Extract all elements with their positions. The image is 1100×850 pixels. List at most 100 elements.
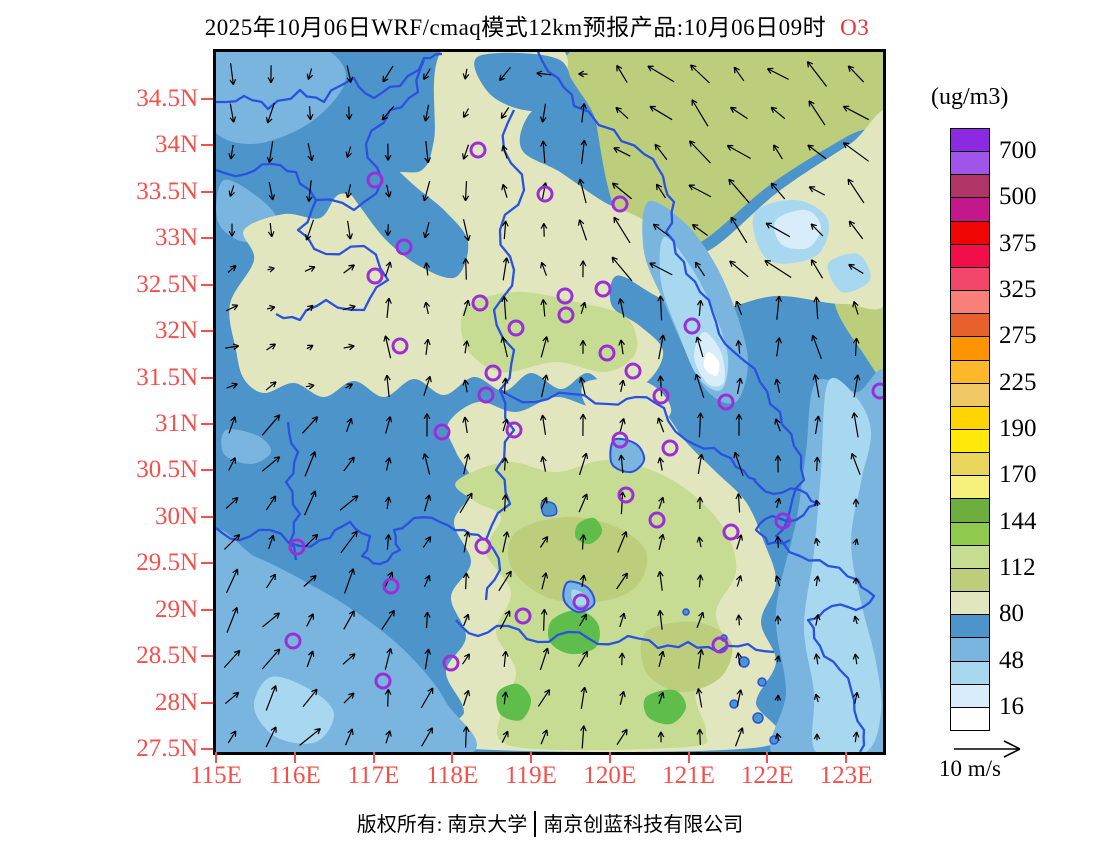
colorbar-cell <box>950 614 990 638</box>
lat-tick-mark <box>201 655 213 658</box>
lat-tick-label: 31.5N <box>136 363 198 391</box>
footer-divider <box>534 811 537 838</box>
colorbar-tick-label: 225 <box>999 368 1037 396</box>
colorbar-cell <box>950 244 990 268</box>
station-marker <box>433 423 451 441</box>
lat-tick-label: 29.5N <box>136 549 198 577</box>
colorbar-tick-label: 112 <box>999 553 1036 581</box>
page-title: 2025年10月06日WRF/cmaq模式12km预报产品:10月06日09时 O… <box>0 8 1074 42</box>
lon-tick-mark <box>845 752 847 763</box>
station-marker <box>505 421 523 439</box>
station-marker <box>611 431 629 449</box>
lat-tick-label: 28.5N <box>136 642 198 670</box>
lon-tick-mark <box>293 752 296 763</box>
colorbar-cell <box>950 221 990 245</box>
lat-tick-mark <box>201 469 213 472</box>
colorbar-tick-label: 48 <box>999 646 1024 674</box>
lat-tick-label: 29N <box>154 595 198 623</box>
station-marker <box>374 672 392 690</box>
colorbar-cell <box>950 661 990 685</box>
colorbar-tick-label: 144 <box>999 507 1037 535</box>
lon-tick-mark <box>608 752 611 763</box>
station-marker <box>471 294 489 312</box>
colorbar-cell <box>950 174 990 198</box>
station-marker <box>366 267 384 285</box>
lon-tick-mark <box>530 752 532 763</box>
lon-tick-mark <box>451 752 454 763</box>
lon-tick-mark <box>766 752 769 763</box>
colorbar-unit-label: (ug/m3) <box>931 84 1009 110</box>
lon-tick-mark <box>372 752 375 763</box>
wind-reference-arrow-icon <box>954 740 1021 758</box>
station-marker <box>284 632 302 650</box>
colorbar-cell <box>950 707 990 731</box>
station-marker <box>514 607 532 625</box>
colorbar-cell <box>950 406 990 430</box>
title-text: 2025年10月06日WRF/cmaq模式12km预报产品:10月06日09时 <box>204 15 827 40</box>
lat-tick-mark <box>201 283 213 286</box>
lat-tick-mark <box>201 376 213 379</box>
map-art <box>216 52 883 752</box>
colorbar-tick-label: 170 <box>999 461 1037 489</box>
station-marker <box>366 171 384 189</box>
lat-tick-mark <box>201 423 213 425</box>
colorbar-cell <box>950 475 990 499</box>
lat-tick-label: 32N <box>154 317 198 345</box>
colorbar-cell <box>950 128 990 152</box>
lat-tick-mark <box>201 515 213 518</box>
colorbar-cell <box>950 267 990 291</box>
colorbar-cell <box>950 429 990 453</box>
lat-tick-label: 34.5N <box>136 85 198 112</box>
lon-tick-label: 115E <box>190 762 242 789</box>
station-marker <box>774 512 792 530</box>
lat-tick-label: 32.5N <box>136 270 198 298</box>
station-marker <box>382 577 400 595</box>
colorbar-cell <box>950 197 990 222</box>
lat-tick-label: 30.5N <box>136 456 198 484</box>
station-marker <box>617 486 635 504</box>
copyright-owner: 版权所有: 南京大学 <box>356 814 528 836</box>
lat-tick-label: 33N <box>154 224 198 252</box>
colorbar-cell <box>950 498 990 523</box>
lat-tick-mark <box>201 608 213 611</box>
pollutant-label: O3 <box>840 15 870 40</box>
lat-tick-label: 27.5N <box>136 735 198 763</box>
colorbar-cell <box>950 545 990 569</box>
colorbar-cell <box>950 313 990 337</box>
lon-tick-label: 118E <box>426 762 479 789</box>
lon-tick-label: 120E <box>583 762 637 789</box>
station-marker <box>722 523 740 541</box>
station-marker <box>652 387 670 405</box>
station-marker <box>507 319 525 337</box>
station-marker <box>648 511 666 529</box>
copyright-company: 南京创蓝科技有限公司 <box>543 814 744 836</box>
lon-tick-mark <box>687 752 690 763</box>
station-marker <box>683 317 701 335</box>
lat-tick-mark <box>201 701 213 704</box>
colorbar-cell <box>950 591 990 615</box>
station-marker <box>442 654 460 672</box>
colorbar-tick-label: 80 <box>999 600 1024 628</box>
colorbar-cell <box>950 290 990 314</box>
lon-tick-label: 117E <box>347 762 400 789</box>
lat-tick-label: 31N <box>154 410 198 437</box>
colorbar-cell <box>950 151 990 175</box>
lat-tick-label: 33.5N <box>136 177 198 205</box>
colorbar-cell <box>950 637 990 662</box>
lon-tick-mark <box>215 752 217 763</box>
colorbar-tick-label: 500 <box>999 183 1037 211</box>
station-marker <box>624 362 642 380</box>
colorbar-tick-label: 275 <box>999 322 1037 350</box>
station-marker <box>871 382 883 400</box>
colorbar-tick-label: 375 <box>999 229 1037 257</box>
lat-tick-label: 34N <box>154 131 198 159</box>
station-marker <box>536 185 554 203</box>
lat-tick-label: 28N <box>154 688 198 716</box>
copyright-footer: 版权所有: 南京大学 南京创蓝科技有限公司 <box>0 808 1100 841</box>
station-marker <box>572 593 590 611</box>
colorbar-tick-label: 700 <box>999 137 1037 165</box>
station-markers <box>284 141 883 690</box>
station-marker <box>395 238 413 256</box>
station-marker <box>391 337 409 355</box>
